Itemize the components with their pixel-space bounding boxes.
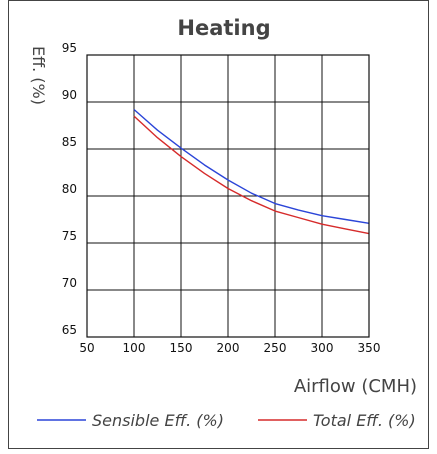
x-tick-label: 350 (358, 341, 381, 355)
chart-frame (8, 0, 429, 449)
y-tick-label: 75 (62, 229, 77, 243)
plot-area-border (86, 54, 370, 338)
y-tick-label: 85 (62, 135, 77, 149)
x-tick-label: 200 (217, 341, 240, 355)
y-tick-label: 90 (62, 88, 77, 102)
y-tick-label: 95 (62, 41, 77, 55)
x-tick-label: 100 (123, 341, 146, 355)
series-lines (133, 108, 370, 235)
y-tick-label: 70 (62, 276, 77, 290)
x-tick-label: 50 (79, 341, 94, 355)
y-axis-label: Eff. (%) (29, 46, 48, 105)
x-tick-label: 300 (311, 341, 334, 355)
x-axis-label: Airflow (CMH) (294, 376, 417, 397)
chart-title: Heating (177, 16, 270, 40)
x-tick-label: 150 (170, 341, 193, 355)
grid-layer (87, 55, 369, 337)
y-tick-label: 65 (62, 323, 77, 337)
y-tick-label: 80 (62, 182, 77, 196)
legend-label-total: Total Eff. (%) (313, 411, 416, 430)
x-tick-label: 250 (264, 341, 287, 355)
total-eff-line (133, 115, 370, 235)
sensible-eff-line (133, 108, 370, 224)
legend-label-sensible: Sensible Eff. (%) (92, 411, 224, 430)
legend: Sensible Eff. (%) Total Eff. (%) (37, 411, 416, 430)
tick-labels: 50 100 150 200 250 300 350 65 70 75 80 85 90 95 (62, 41, 381, 355)
